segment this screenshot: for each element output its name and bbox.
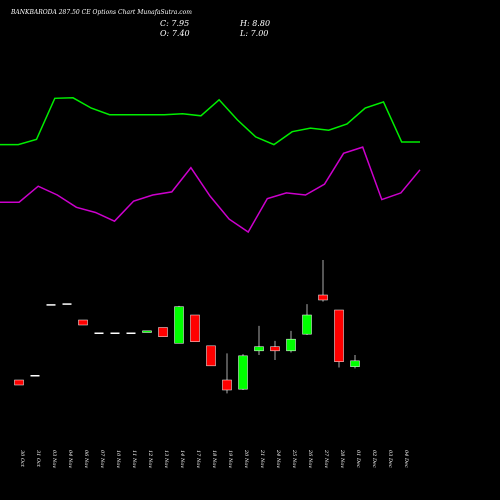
candle <box>30 375 40 377</box>
x-tick-label: 30 Oct <box>19 450 25 468</box>
candle-body <box>174 306 184 344</box>
svg-text:C: 7.95: C: 7.95 <box>160 19 189 28</box>
candle-body <box>30 375 40 377</box>
low-value: 7.00 <box>251 29 269 38</box>
x-tick-label: 04 Nov <box>67 450 73 468</box>
x-tick-label: 11 Nov <box>131 450 137 468</box>
x-tick-label: 20 Nov <box>243 449 249 468</box>
x-tick-label: 07 Nov <box>99 450 105 468</box>
candle <box>110 332 120 334</box>
candle-body <box>270 346 280 352</box>
candle-body <box>78 319 88 326</box>
candle <box>238 354 248 390</box>
x-tick-label: 18 Nov <box>211 450 217 468</box>
open-label: O: <box>160 29 170 38</box>
open-value: 7.40 <box>172 29 190 38</box>
x-tick-label: 13 Nov <box>163 450 169 468</box>
svg-text:L: 7.00: L: 7.00 <box>239 29 268 38</box>
candle-body <box>126 332 136 334</box>
x-tick-label: 01 Dec <box>355 450 361 468</box>
high-label: H: <box>239 19 250 28</box>
x-tick-label: 03 Nov <box>51 450 57 468</box>
candle-body <box>158 327 168 337</box>
candle-body <box>62 303 72 305</box>
candle <box>78 319 88 326</box>
candle-body <box>14 379 24 386</box>
x-tick-label: 21 Nov <box>259 449 265 468</box>
x-tick-label: 02 Dec <box>371 450 377 468</box>
x-tick-label: 26 Nov <box>307 449 313 468</box>
candle-body <box>94 332 104 334</box>
x-tick-label: 10 Nov <box>115 450 121 468</box>
x-tick-label: 06 Nov <box>83 450 89 468</box>
candle <box>174 305 184 344</box>
x-tick-label: 03 Dec <box>387 450 393 468</box>
candle <box>206 345 216 367</box>
candle-body <box>350 360 360 367</box>
candle <box>46 304 56 306</box>
candle <box>334 309 344 368</box>
candle <box>302 304 312 335</box>
candle-body <box>46 304 56 306</box>
candle <box>94 332 104 334</box>
x-tick-label: 04 Dec <box>403 450 409 468</box>
x-tick-label: 19 Nov <box>227 450 233 468</box>
x-tick-label: 12 Nov <box>147 450 153 468</box>
candle-body <box>254 346 264 352</box>
candle <box>222 353 232 394</box>
candle <box>142 330 152 333</box>
candle-body <box>334 309 344 362</box>
x-tick-label: 27 Nov <box>323 449 329 468</box>
candle-body <box>238 355 248 390</box>
svg-text:H: 8.80: H: 8.80 <box>239 19 270 28</box>
candle <box>126 332 136 334</box>
indicator-lines <box>0 97 421 234</box>
x-tick-label: 28 Nov <box>339 449 345 468</box>
candle <box>158 327 168 337</box>
candle <box>286 330 296 353</box>
candlesticks <box>14 260 360 394</box>
close-value: 7.95 <box>171 19 189 28</box>
candle-body <box>222 379 232 391</box>
candle-body <box>190 314 200 342</box>
x-tick-label: 24 Nov <box>275 449 281 468</box>
x-tick-label: 31 Oct <box>35 450 41 468</box>
candle <box>350 355 360 369</box>
high-value: 8.80 <box>252 19 270 28</box>
x-tick-label: 14 Nov <box>179 450 185 468</box>
x-tick-label: 17 Nov <box>195 450 201 468</box>
x-tick-label: 25 Nov <box>291 449 297 468</box>
candle <box>62 303 72 305</box>
candle-body <box>142 330 152 333</box>
candle <box>14 379 24 386</box>
candle-body <box>110 332 120 334</box>
svg-text:O: 7.40: O: 7.40 <box>160 29 190 38</box>
candle <box>190 314 200 342</box>
indicator-line-1 <box>0 97 420 146</box>
ohlc-readout: C: 7.95 O: 7.40 H: 8.80 L: 7.00 <box>160 19 270 38</box>
x-axis-labels: 30 Oct 31 Oct 03 Nov 04 Nov 06 Nov 07 Nov 10 N… <box>19 449 409 468</box>
chart-title: BANKBARODA 287.50 CE Options Chart Munaf… <box>10 9 192 16</box>
low-label: L: <box>239 29 248 38</box>
candle-body <box>206 345 216 367</box>
candle-body <box>286 338 296 352</box>
candle-body <box>318 294 328 301</box>
candle <box>270 340 280 360</box>
candle <box>318 260 328 302</box>
indicator-line-2 <box>0 146 421 234</box>
candle-body <box>302 314 312 335</box>
candle <box>254 325 264 355</box>
close-label: C: <box>160 19 169 28</box>
